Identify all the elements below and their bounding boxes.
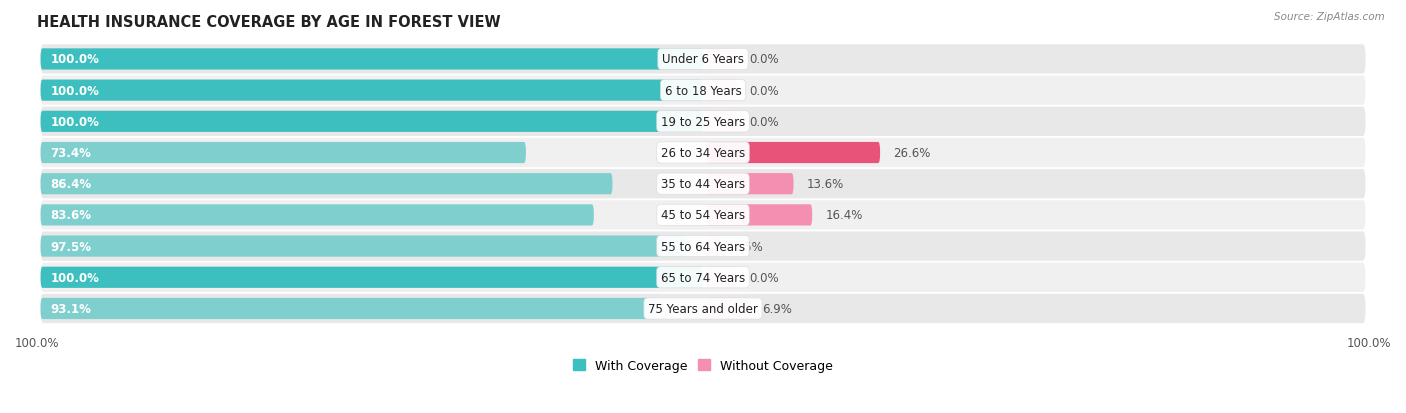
Text: 86.4%: 86.4% [51, 178, 91, 191]
Legend: With Coverage, Without Coverage: With Coverage, Without Coverage [568, 354, 838, 377]
FancyBboxPatch shape [41, 170, 1365, 199]
FancyBboxPatch shape [706, 81, 737, 102]
FancyBboxPatch shape [41, 49, 703, 70]
Text: 100.0%: 100.0% [51, 53, 100, 66]
Text: 16.4%: 16.4% [825, 209, 863, 222]
FancyBboxPatch shape [41, 174, 613, 195]
FancyBboxPatch shape [41, 142, 526, 164]
FancyBboxPatch shape [41, 294, 1365, 323]
Text: 55 to 64 Years: 55 to 64 Years [661, 240, 745, 253]
FancyBboxPatch shape [41, 236, 686, 257]
Text: 19 to 25 Years: 19 to 25 Years [661, 116, 745, 128]
FancyBboxPatch shape [41, 138, 1365, 168]
Text: 0.0%: 0.0% [749, 53, 779, 66]
Text: 6.9%: 6.9% [762, 302, 792, 315]
Text: 26.6%: 26.6% [893, 147, 931, 160]
Text: 45 to 54 Years: 45 to 54 Years [661, 209, 745, 222]
FancyBboxPatch shape [706, 267, 737, 288]
FancyBboxPatch shape [706, 298, 749, 319]
FancyBboxPatch shape [41, 298, 657, 319]
Text: Source: ZipAtlas.com: Source: ZipAtlas.com [1274, 12, 1385, 22]
FancyBboxPatch shape [706, 236, 720, 257]
FancyBboxPatch shape [41, 205, 593, 226]
FancyBboxPatch shape [706, 49, 737, 70]
Text: 2.5%: 2.5% [733, 240, 762, 253]
FancyBboxPatch shape [41, 267, 703, 288]
Text: 100.0%: 100.0% [51, 84, 100, 97]
Text: 100.0%: 100.0% [51, 116, 100, 128]
FancyBboxPatch shape [41, 81, 703, 102]
FancyBboxPatch shape [41, 45, 1365, 74]
Text: 97.5%: 97.5% [51, 240, 91, 253]
FancyBboxPatch shape [41, 232, 1365, 261]
Text: 35 to 44 Years: 35 to 44 Years [661, 178, 745, 191]
FancyBboxPatch shape [41, 107, 1365, 137]
Text: 13.6%: 13.6% [807, 178, 844, 191]
FancyBboxPatch shape [41, 263, 1365, 292]
Text: Under 6 Years: Under 6 Years [662, 53, 744, 66]
Text: 0.0%: 0.0% [749, 84, 779, 97]
FancyBboxPatch shape [706, 142, 880, 164]
FancyBboxPatch shape [706, 174, 793, 195]
FancyBboxPatch shape [41, 112, 703, 133]
Text: 100.0%: 100.0% [51, 271, 100, 284]
FancyBboxPatch shape [41, 76, 1365, 106]
Text: 0.0%: 0.0% [749, 116, 779, 128]
Text: 73.4%: 73.4% [51, 147, 91, 160]
FancyBboxPatch shape [706, 205, 813, 226]
Text: 93.1%: 93.1% [51, 302, 91, 315]
Text: 83.6%: 83.6% [51, 209, 91, 222]
Text: HEALTH INSURANCE COVERAGE BY AGE IN FOREST VIEW: HEALTH INSURANCE COVERAGE BY AGE IN FORE… [37, 15, 501, 30]
FancyBboxPatch shape [706, 112, 737, 133]
Text: 26 to 34 Years: 26 to 34 Years [661, 147, 745, 160]
Text: 75 Years and older: 75 Years and older [648, 302, 758, 315]
FancyBboxPatch shape [41, 201, 1365, 230]
Text: 6 to 18 Years: 6 to 18 Years [665, 84, 741, 97]
Text: 0.0%: 0.0% [749, 271, 779, 284]
Text: 65 to 74 Years: 65 to 74 Years [661, 271, 745, 284]
